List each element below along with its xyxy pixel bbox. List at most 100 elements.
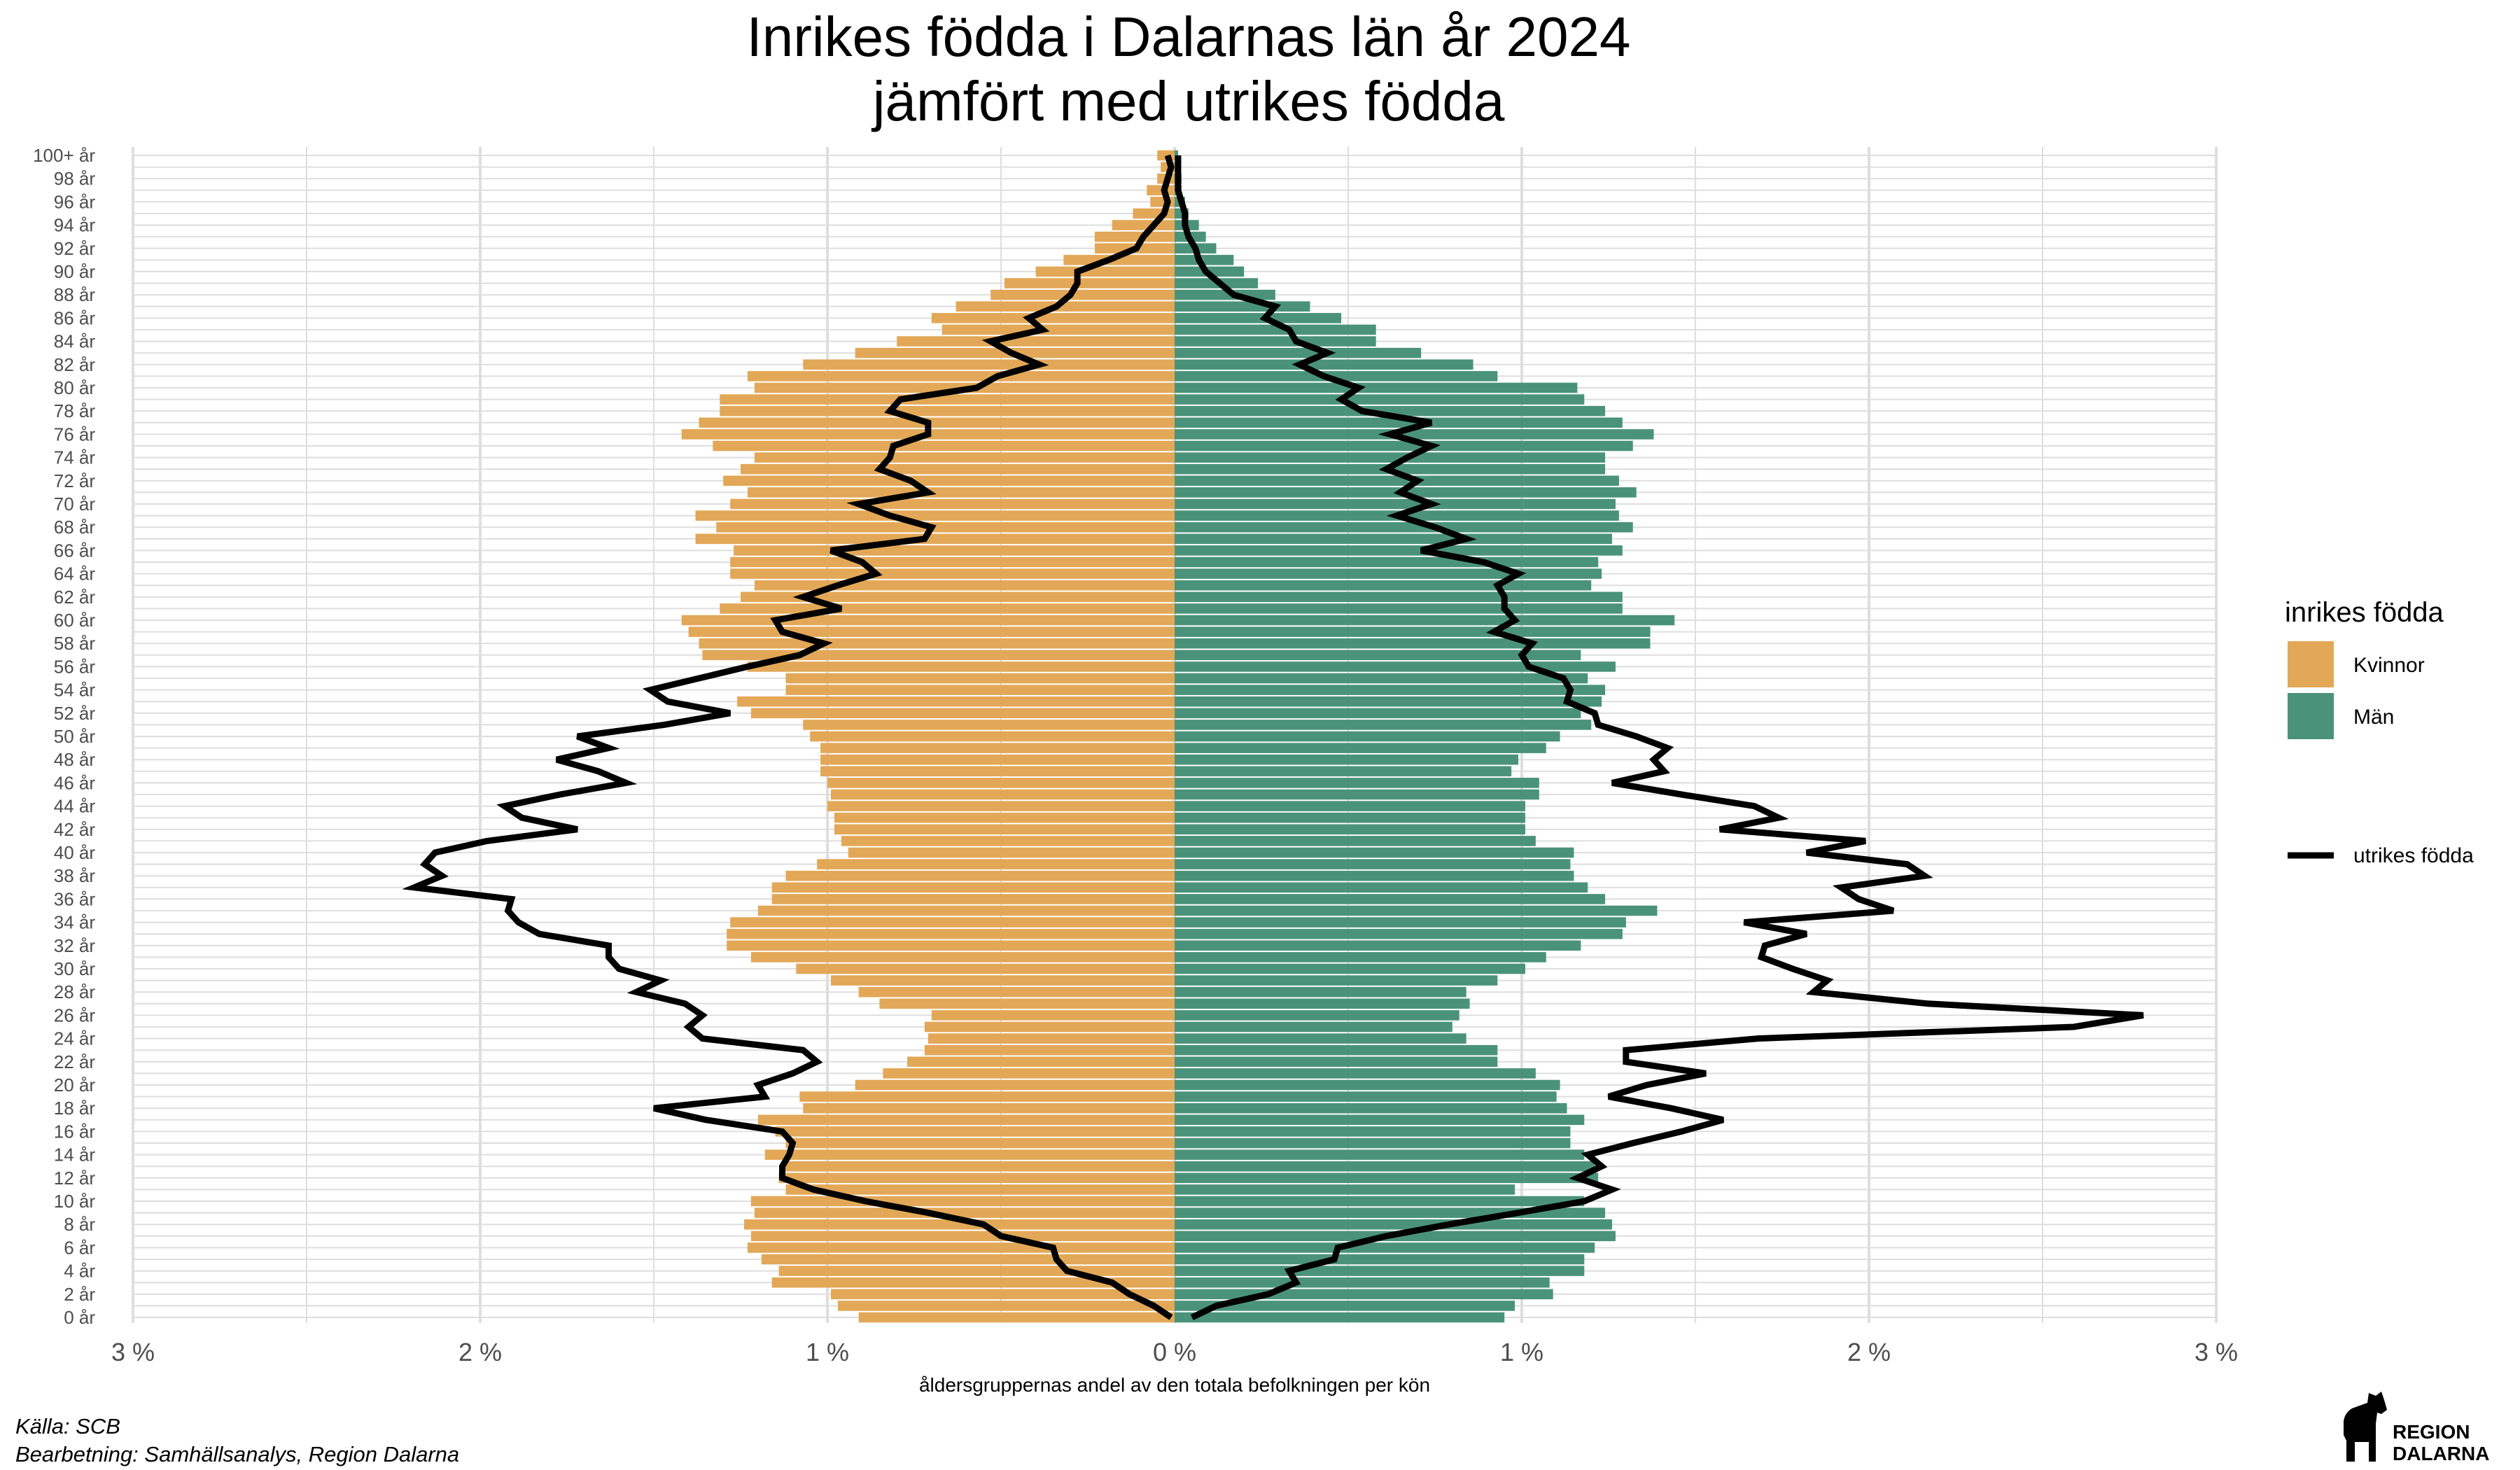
bar-man <box>1175 533 1612 545</box>
age-tick-label: 62 år <box>54 587 96 608</box>
bar-man <box>1175 603 1623 614</box>
bar-kvinnor <box>702 650 1175 661</box>
age-tick-label: 36 år <box>54 888 96 909</box>
age-tick-label: 76 år <box>54 424 96 444</box>
utrikes-line-kvinnor <box>402 154 1175 1320</box>
age-tick-label: 18 år <box>54 1098 96 1119</box>
bar-kvinnor <box>1147 185 1175 196</box>
age-tick-label: 26 år <box>54 1004 96 1026</box>
percent-axis: 3 % 2 % 1 % 0 % 1 % 2 % 3 % <box>111 1338 2238 1366</box>
age-tick-label: 66 år <box>54 540 96 561</box>
age-tick-label: 58 år <box>54 633 96 654</box>
bar-man <box>1175 1068 1536 1079</box>
bar-man <box>1175 778 1539 788</box>
age-tick-label: 80 år <box>54 377 96 398</box>
age-tick-label: 90 år <box>54 261 96 282</box>
bar-kvinnor <box>778 1266 1175 1276</box>
age-tick-label: 12 år <box>54 1168 96 1189</box>
x-tick-label: 2 % <box>458 1338 502 1366</box>
legend-title: inrikes födda <box>2285 597 2444 628</box>
bar-kvinnor <box>803 1102 1175 1114</box>
bar-kvinnor <box>754 452 1175 463</box>
bar-man <box>1175 1196 1585 1207</box>
bar-man <box>1175 1102 1567 1114</box>
age-tick-label: 46 år <box>54 772 96 793</box>
bar-man <box>1175 1044 1498 1056</box>
age-tick-label: 52 år <box>54 703 96 724</box>
bar-man <box>1175 394 1585 405</box>
bar-kvinnor <box>775 1126 1175 1137</box>
bar-man <box>1175 963 1525 974</box>
bar-man <box>1175 1126 1571 1137</box>
legend-key-man <box>2288 693 2334 739</box>
age-tick-label: 86 år <box>54 307 96 328</box>
bar-man <box>1175 801 1525 811</box>
bar-man <box>1175 952 1546 962</box>
bar-man <box>1175 905 1658 916</box>
caption-source: Källa: SCB <box>15 1414 120 1438</box>
age-tick-label: 6 år <box>64 1237 95 1258</box>
bar-man <box>1175 812 1525 823</box>
bar-kvinnor <box>720 603 1175 614</box>
age-tick-label: 60 år <box>54 610 96 631</box>
age-tick-label: 30 år <box>54 958 96 979</box>
bar-kvinnor <box>785 685 1175 695</box>
bar-kvinnor <box>771 1277 1175 1288</box>
bar-man <box>1175 556 1599 568</box>
bar-man <box>1175 1312 1505 1323</box>
bar-kvinnor <box>830 975 1175 986</box>
logo-line-2: DALARNA <box>2393 1443 2489 1464</box>
bar-kvinnor <box>785 673 1175 684</box>
bar-man <box>1175 371 1498 382</box>
age-tick-label: 16 år <box>54 1121 96 1142</box>
bar-man <box>1175 870 1574 881</box>
bar-kvinnor <box>830 1289 1175 1300</box>
bar-man <box>1175 615 1675 626</box>
age-tick-label: 8 år <box>64 1214 95 1235</box>
bar-kvinnor <box>757 1114 1175 1126</box>
bar-kvinnor <box>699 417 1175 428</box>
x-tick-label: 3 % <box>111 1338 155 1366</box>
age-tick-label: 94 år <box>54 215 96 236</box>
bar-kvinnor <box>730 917 1175 927</box>
age-tick-label: 40 år <box>54 842 96 863</box>
region-dalarna-logo: REGION DALARNA <box>2344 1392 2489 1464</box>
bar-kvinnor <box>750 708 1175 719</box>
foreign-born-line <box>402 154 2144 1321</box>
bar-man <box>1175 847 1574 858</box>
bar-kvinnor <box>785 870 1175 881</box>
bar-kvinnor <box>730 556 1175 568</box>
bar-kvinnor <box>720 394 1175 405</box>
bar-kvinnor <box>713 440 1175 451</box>
bar-man <box>1175 986 1466 997</box>
bar-kvinnor <box>688 626 1175 637</box>
age-tick-label: 64 år <box>54 564 96 584</box>
bar-kvinnor <box>747 371 1175 382</box>
bar-man <box>1175 568 1602 579</box>
bar-man <box>1175 382 1578 393</box>
bar-man <box>1175 928 1623 939</box>
bar-man <box>1175 1242 1595 1253</box>
age-tick-label: 24 år <box>54 1028 96 1049</box>
bar-kvinnor <box>716 522 1175 533</box>
bar-kvinnor <box>796 963 1175 974</box>
bar-kvinnor <box>761 1254 1175 1265</box>
bar-kvinnor <box>1150 197 1175 207</box>
bar-kvinnor <box>803 359 1175 370</box>
bar-kvinnor <box>699 638 1175 649</box>
bar-man <box>1175 1010 1460 1021</box>
bar-man <box>1175 1033 1466 1044</box>
bar-man <box>1175 301 1310 312</box>
x-axis-label: åldersgruppernas andel av den totala bef… <box>919 1374 1430 1396</box>
x-tick-label: 0 % <box>1153 1338 1196 1366</box>
bar-man <box>1175 998 1470 1009</box>
age-tick-label: 50 år <box>54 726 96 747</box>
bar-kvinnor <box>907 1056 1175 1068</box>
legend-key-kvinnor <box>2288 641 2334 687</box>
bar-man <box>1175 894 1606 904</box>
age-tick-label: 2 år <box>64 1284 95 1305</box>
bar-man <box>1175 754 1519 765</box>
bar-kvinnor <box>754 580 1175 591</box>
bar-man <box>1175 498 1616 510</box>
